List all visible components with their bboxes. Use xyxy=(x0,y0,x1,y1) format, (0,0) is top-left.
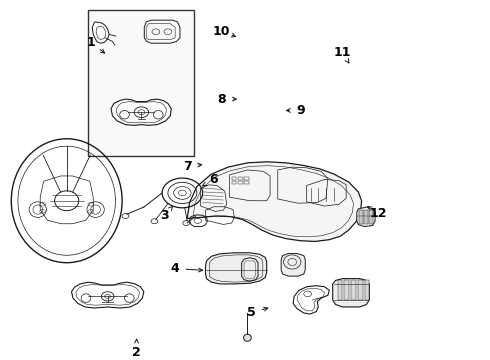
Bar xyxy=(351,280,356,300)
Polygon shape xyxy=(357,207,375,226)
Bar xyxy=(364,210,368,224)
Text: 8: 8 xyxy=(218,93,226,105)
Text: 9: 9 xyxy=(297,104,305,117)
Text: 7: 7 xyxy=(183,160,192,173)
Bar xyxy=(358,280,363,300)
Text: 12: 12 xyxy=(370,207,387,220)
Bar xyxy=(88,10,195,157)
Polygon shape xyxy=(242,258,258,281)
Text: 3: 3 xyxy=(160,209,169,222)
Text: 10: 10 xyxy=(213,25,230,38)
Bar xyxy=(231,177,236,180)
Bar xyxy=(238,177,243,180)
Text: 2: 2 xyxy=(132,346,141,359)
Bar xyxy=(359,210,363,224)
Bar xyxy=(369,210,373,224)
Polygon shape xyxy=(187,162,362,242)
Polygon shape xyxy=(333,279,369,307)
Bar xyxy=(244,181,249,184)
Bar xyxy=(365,280,369,300)
Text: 4: 4 xyxy=(170,262,179,275)
Bar xyxy=(244,177,249,180)
Bar xyxy=(231,181,236,184)
Polygon shape xyxy=(281,253,305,276)
Text: 6: 6 xyxy=(209,173,218,186)
Bar xyxy=(238,181,243,184)
Text: 11: 11 xyxy=(334,46,351,59)
Text: 5: 5 xyxy=(246,306,255,319)
Bar xyxy=(338,280,343,300)
Text: 1: 1 xyxy=(87,36,96,49)
Bar xyxy=(344,280,349,300)
Ellipse shape xyxy=(244,334,251,341)
Polygon shape xyxy=(205,253,267,284)
